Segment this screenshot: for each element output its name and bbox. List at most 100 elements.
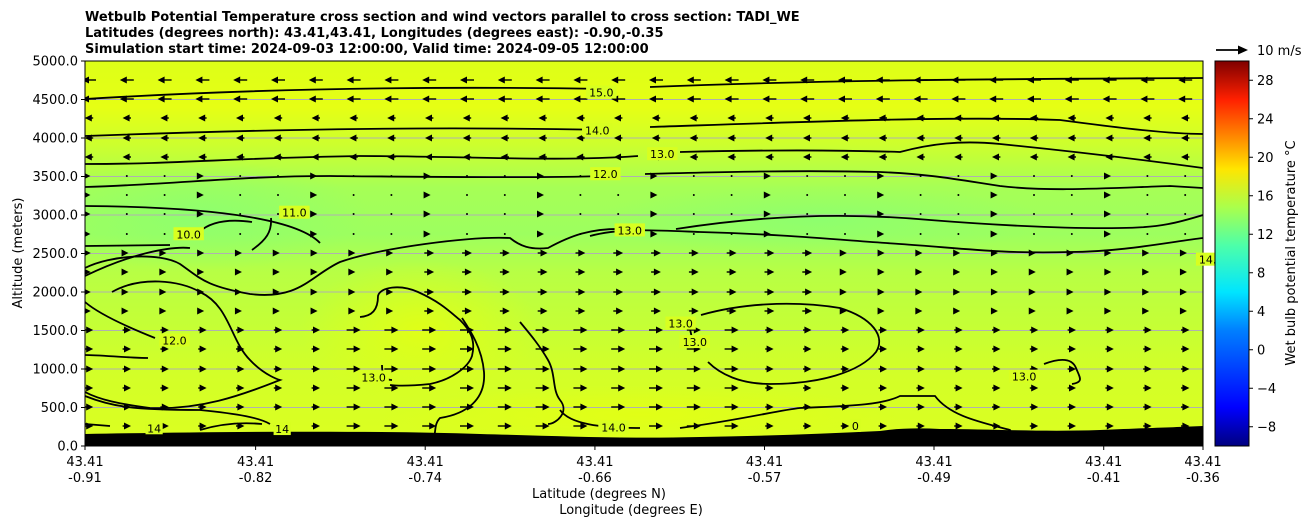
wind-vector xyxy=(1070,213,1073,215)
wind-vector xyxy=(844,194,846,196)
wind-vector xyxy=(878,134,886,142)
colorbar-tick-label: 4 xyxy=(1257,305,1265,320)
wind-vector xyxy=(537,191,544,199)
wind-vector xyxy=(877,210,885,218)
wind-vector xyxy=(957,213,960,215)
wind-vector xyxy=(616,249,624,257)
wind-key-arrowhead xyxy=(1238,45,1248,55)
wind-vector xyxy=(427,268,435,276)
wind-vector xyxy=(917,345,925,353)
wind-vector xyxy=(1070,194,1073,196)
wind-vector xyxy=(198,114,206,122)
wind-vector xyxy=(1182,326,1190,334)
wind-vector xyxy=(535,76,543,84)
y-tick-label: 1500.0 xyxy=(33,324,79,339)
wind-vector xyxy=(429,365,437,373)
contour-label: 13.0 xyxy=(1012,371,1037,384)
wind-vector xyxy=(346,76,354,84)
wind-vector xyxy=(271,76,278,84)
wind-vector xyxy=(271,95,278,103)
wind-vector xyxy=(124,326,131,334)
wind-vector xyxy=(686,95,694,103)
wind-vector xyxy=(1144,384,1152,392)
wind-vector xyxy=(462,134,470,142)
wind-vector xyxy=(502,307,510,315)
wind-vector xyxy=(348,307,356,315)
wind-vector xyxy=(1031,326,1039,334)
wind-vector xyxy=(915,307,923,315)
x-tick-label-lon: -0.41 xyxy=(1087,471,1121,486)
wind-vector xyxy=(957,175,960,177)
wind-vector xyxy=(618,365,626,373)
wind-vector xyxy=(618,384,626,392)
wind-vector xyxy=(161,345,169,353)
wind-vector xyxy=(954,134,962,142)
wind-vector xyxy=(993,365,1001,373)
wind-vector xyxy=(1146,175,1149,177)
wind-vector xyxy=(804,326,812,334)
contour-label: 14.0 xyxy=(601,422,626,435)
wind-vector xyxy=(234,307,242,315)
wind-vector xyxy=(767,249,775,257)
wind-vector xyxy=(957,233,960,235)
wind-vector xyxy=(236,134,243,142)
colorbar: −8 −4 0 4 8 12 16 20 24 28 Wet bulb potential tem… xyxy=(1214,60,1299,447)
wind-vector xyxy=(765,153,773,161)
wind-vector xyxy=(1146,194,1149,196)
wind-vector xyxy=(124,365,131,373)
wind-vector xyxy=(504,326,512,334)
wind-vector xyxy=(310,288,318,296)
contour-label: 14 xyxy=(147,422,161,435)
wind-vector xyxy=(159,249,167,257)
wind-vector xyxy=(1181,134,1188,142)
wind-vector xyxy=(877,288,885,296)
wind-vector xyxy=(272,268,280,276)
contour-label: 13.0 xyxy=(650,148,675,161)
wind-vector xyxy=(880,345,887,353)
wind-vector xyxy=(502,288,510,296)
wind-vector xyxy=(727,134,735,142)
wind-vector xyxy=(955,422,963,430)
wind-vector xyxy=(611,76,619,84)
wind-vector xyxy=(692,175,695,177)
wind-vector xyxy=(875,95,883,103)
contour-label-bg xyxy=(614,223,645,237)
wind-vector xyxy=(580,403,588,411)
wind-vector xyxy=(313,422,320,430)
wind-vector xyxy=(767,288,775,296)
wind-vector xyxy=(86,365,94,373)
wind-vector xyxy=(237,403,245,411)
wind-vector xyxy=(693,384,701,392)
y-tick-label: 5000.0 xyxy=(33,55,79,70)
wind-vector xyxy=(842,384,850,392)
contour-label: 13.0 xyxy=(668,318,693,331)
wind-vector xyxy=(993,345,1001,353)
wind-vector xyxy=(195,76,203,84)
wind-vector xyxy=(576,114,584,122)
wind-vector xyxy=(460,95,467,103)
wind-vector xyxy=(731,403,739,411)
colorbar-label: Wet bulb potential temperature °C xyxy=(1284,140,1299,365)
wind-vector xyxy=(579,194,582,196)
wind-vector xyxy=(650,230,658,238)
wind-vector xyxy=(573,76,581,84)
wind-vector xyxy=(163,233,166,235)
wind-vector xyxy=(917,384,925,392)
wind-vector xyxy=(504,384,512,392)
wind-vector xyxy=(199,422,207,430)
wind-vector xyxy=(1142,307,1150,315)
plot-area xyxy=(85,61,1203,446)
wind-vector xyxy=(310,268,318,276)
wind-vector xyxy=(239,233,242,235)
wind-vector xyxy=(1067,153,1075,161)
wind-vector xyxy=(313,365,320,373)
y-tick-label: 2000.0 xyxy=(33,286,79,301)
wind-vector xyxy=(689,114,697,122)
wind-vector xyxy=(353,422,361,430)
wind-vector xyxy=(160,114,168,122)
wind-vector xyxy=(618,403,626,411)
wind-vector xyxy=(1146,213,1149,215)
wind-vector xyxy=(386,268,394,276)
wind-vector xyxy=(160,153,168,161)
wind-vector xyxy=(578,288,586,296)
